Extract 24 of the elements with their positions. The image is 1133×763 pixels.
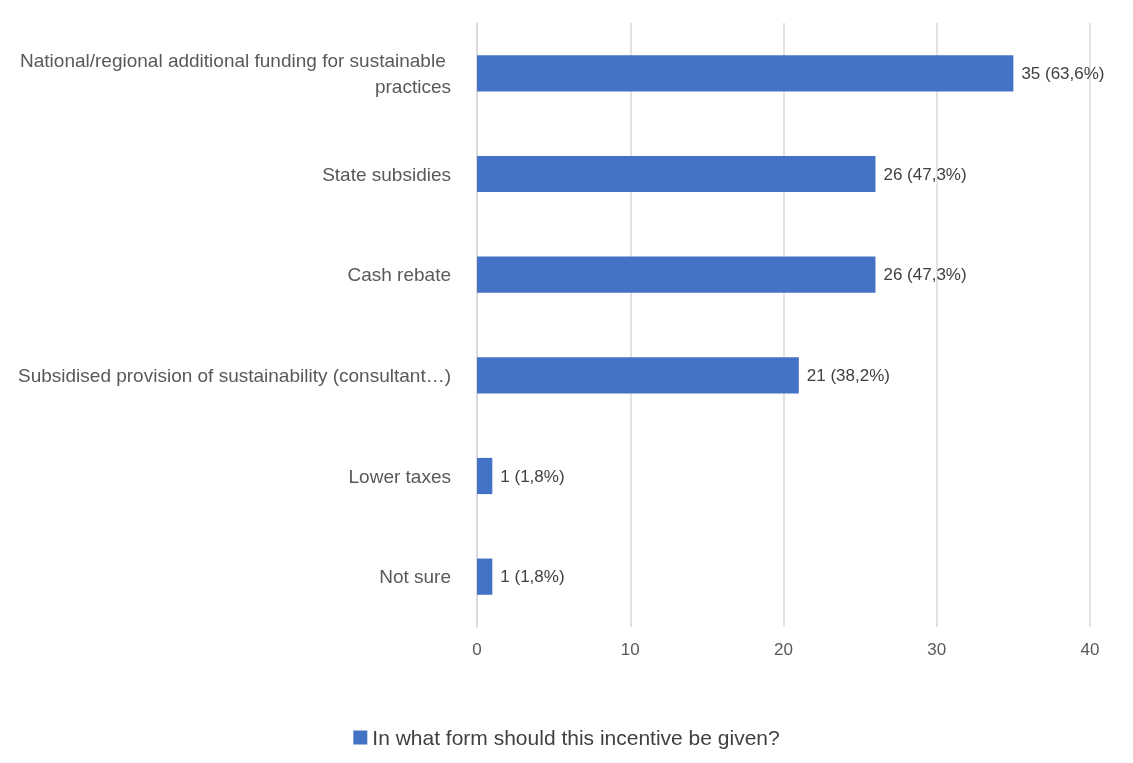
x-tick-label: 20	[774, 640, 793, 659]
data-label: 21 (38,2%)	[806, 365, 890, 385]
bar	[477, 55, 1014, 92]
y-tick-label: Not sure	[379, 566, 451, 588]
data-label: 1 (1,8%)	[500, 567, 565, 587]
bar	[477, 558, 493, 595]
bar	[477, 457, 493, 495]
x-tick-label: 0	[472, 640, 482, 659]
data-label: 26 (47,3%)	[883, 265, 967, 285]
y-tick-label: State subsidies	[322, 163, 451, 185]
legend-label: In what form should this incentive be given?	[372, 726, 780, 749]
bar	[477, 155, 876, 193]
x-tick-label: 30	[927, 640, 947, 659]
x-tick-label: 40	[1080, 640, 1100, 659]
y-tick-label: Lower taxes	[348, 465, 451, 487]
data-label: 35 (63,6%)	[1021, 63, 1105, 83]
y-tick-label: National/regional additional funding for sustainable practices	[20, 49, 451, 97]
bar	[477, 256, 876, 293]
y-tick-label: Cash rebate	[347, 264, 451, 286]
x-tick-label: 10	[620, 640, 640, 659]
data-label: 26 (47,3%)	[883, 164, 967, 184]
data-label: 1 (1,8%)	[500, 466, 565, 486]
bar	[477, 357, 799, 394]
y-tick-label: Subsidised provision of sustainability (consultant…)	[18, 364, 451, 386]
